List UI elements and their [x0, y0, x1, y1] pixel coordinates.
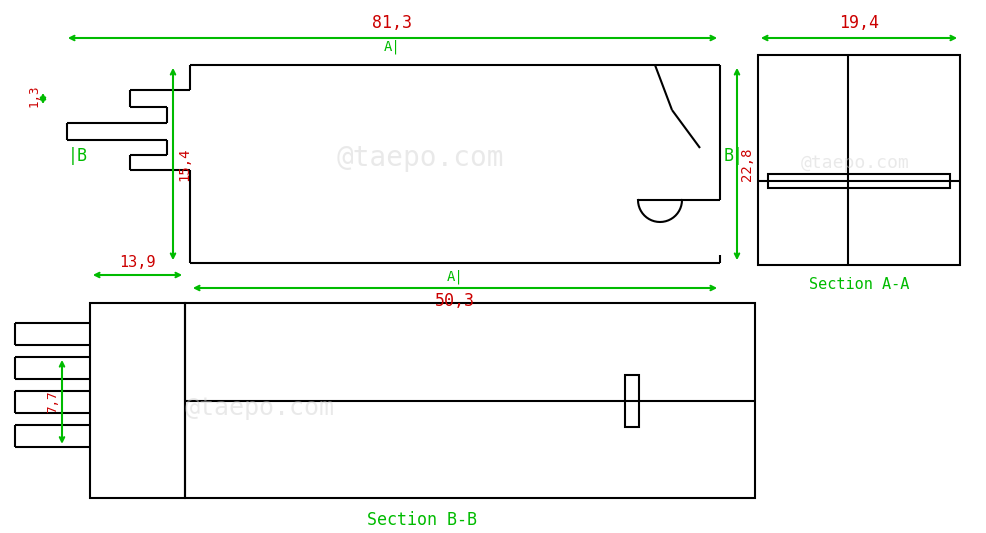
Text: 81,3: 81,3: [372, 14, 412, 32]
Text: 13,9: 13,9: [118, 255, 155, 270]
Text: 7,7: 7,7: [46, 391, 59, 413]
Text: Section B-B: Section B-B: [367, 511, 477, 529]
Bar: [625, 375, 639, 427]
Text: Section A-A: Section A-A: [809, 277, 909, 292]
Bar: [185, 303, 755, 498]
Text: @taepo.com: @taepo.com: [801, 154, 909, 172]
Bar: [768, 174, 950, 188]
Text: A|: A|: [384, 40, 400, 54]
Text: 19,4: 19,4: [839, 14, 879, 32]
Text: @taepo.com: @taepo.com: [336, 144, 504, 172]
Text: B|: B|: [724, 147, 744, 165]
Text: 15,4: 15,4: [177, 147, 191, 181]
Bar: [90, 303, 185, 498]
Bar: [758, 55, 960, 265]
Text: 1,3: 1,3: [28, 85, 41, 107]
Text: |B: |B: [68, 147, 88, 165]
Text: A|: A|: [447, 270, 463, 284]
Text: @taepo.com: @taepo.com: [185, 396, 335, 420]
Text: 22,8: 22,8: [740, 147, 754, 181]
Text: 50,3: 50,3: [435, 292, 475, 310]
